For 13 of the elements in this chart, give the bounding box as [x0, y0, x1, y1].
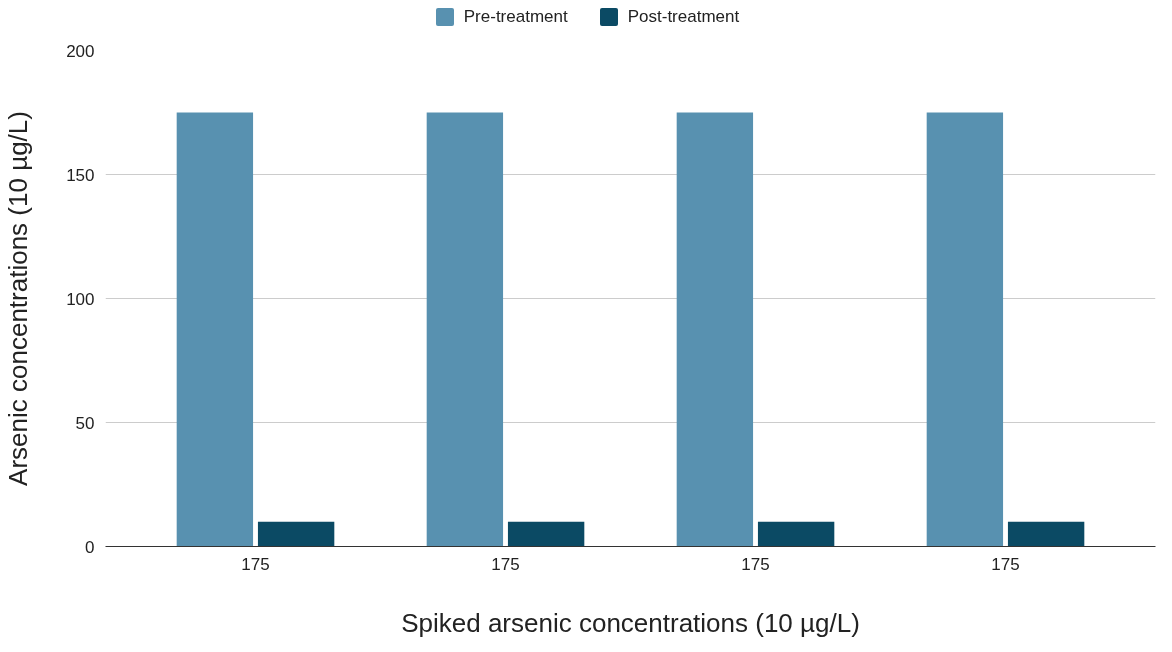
y-tick-label: 200: [66, 41, 95, 61]
y-tick-label: 150: [66, 165, 95, 185]
x-axis-title: Spiked arsenic concentrations (10 µg/L): [401, 607, 860, 638]
y-tick-label: 0: [85, 537, 95, 557]
legend-label: Post-treatment: [627, 6, 740, 28]
x-tick-label: 175: [491, 554, 520, 574]
x-tick-label: 175: [241, 554, 270, 574]
x-tick-label: 175: [741, 554, 770, 574]
y-tick-label: 100: [66, 289, 95, 309]
x-tick-label: 175: [991, 554, 1020, 574]
legend-label: Pre-treatment: [463, 6, 568, 28]
y-axis-title: Arsenic concentrations (10 µg/L): [3, 111, 34, 486]
y-tick-label: 50: [75, 413, 95, 433]
